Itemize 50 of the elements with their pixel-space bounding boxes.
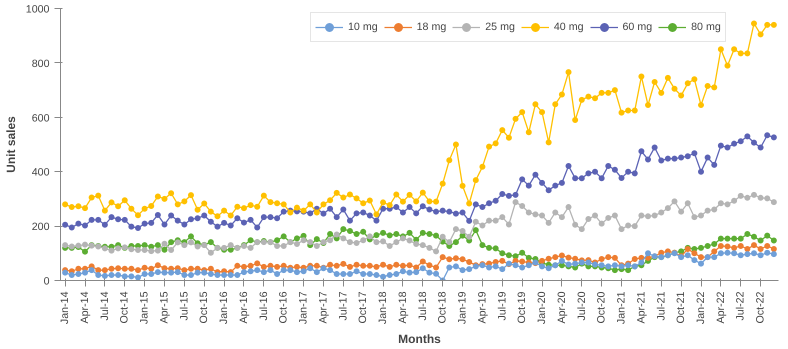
x-tick-label: Jul-16 [258, 291, 270, 321]
y-tick-label: 600 [32, 112, 50, 124]
x-tick-label: Jul-15 [178, 291, 190, 321]
y-tick-label: 400 [32, 166, 50, 179]
x-tick-label: Oct-15 [198, 291, 210, 324]
y-axis-title: Unit sales [4, 116, 18, 173]
legend-label: 25 mg [485, 21, 515, 33]
x-axis-title: Months [398, 332, 442, 346]
x-tick-label: Oct-21 [675, 291, 688, 324]
x-tick-label: Jan-17 [298, 291, 310, 324]
x-tick-label: Jan-20 [536, 291, 548, 324]
y-tick-label: 800 [32, 58, 50, 70]
legend-label: 60 mg [622, 21, 652, 33]
y-tick-label: 1000 [26, 4, 50, 16]
x-tick-label: Jul-19 [496, 291, 508, 321]
x-tick-label: Oct-22 [754, 291, 767, 324]
x-tick-label: Oct-19 [516, 291, 528, 324]
legend-label: 80 mg [691, 21, 721, 33]
x-tick-label: Jul-20 [576, 291, 588, 321]
x-tick-label: Apr-16 [238, 291, 250, 324]
x-tick-label: Apr-20 [556, 291, 568, 324]
x-tick-label: Apr-21 [635, 291, 648, 324]
x-tick-label: Oct-16 [278, 291, 290, 324]
x-tick-label: Jan-14 [59, 291, 72, 324]
x-tick-label: Jan-15 [138, 291, 151, 324]
x-tick-label: Jan-19 [456, 291, 469, 324]
x-tick-label: Jan-21 [616, 291, 628, 324]
x-tick-label: Jan-18 [377, 291, 390, 324]
x-tick-label: Oct-14 [118, 291, 131, 324]
y-tick-label: 0 [44, 276, 50, 288]
legend-label: 10 mg [348, 21, 378, 33]
x-tick-label: Jul-17 [337, 291, 350, 321]
legend-label: 40 mg [554, 21, 584, 33]
x-tick-label: Oct-17 [357, 291, 370, 324]
x-tick-label: Apr-17 [317, 291, 330, 324]
x-tick-label: Jul-18 [416, 291, 429, 321]
x-tick-label: Jan-22 [695, 291, 708, 324]
x-tick-label: Apr-19 [476, 291, 488, 324]
x-tick-label: Apr-14 [79, 291, 92, 324]
x-tick-label: Apr-18 [396, 291, 409, 324]
y-tick-label: 200 [32, 221, 50, 234]
x-tick-label: Apr-15 [158, 291, 170, 324]
x-tick-label: Apr-22 [714, 291, 727, 324]
x-tick-label: Jul-21 [655, 291, 668, 321]
x-tick-label: Jul-14 [98, 291, 111, 321]
x-tick-label: Oct-18 [436, 291, 449, 324]
legend-label: 18 mg [416, 21, 446, 33]
x-tick-label: Jan-16 [218, 291, 230, 324]
x-tick-label: Jul-22 [734, 291, 747, 321]
x-tick-label: Oct-20 [596, 291, 608, 324]
